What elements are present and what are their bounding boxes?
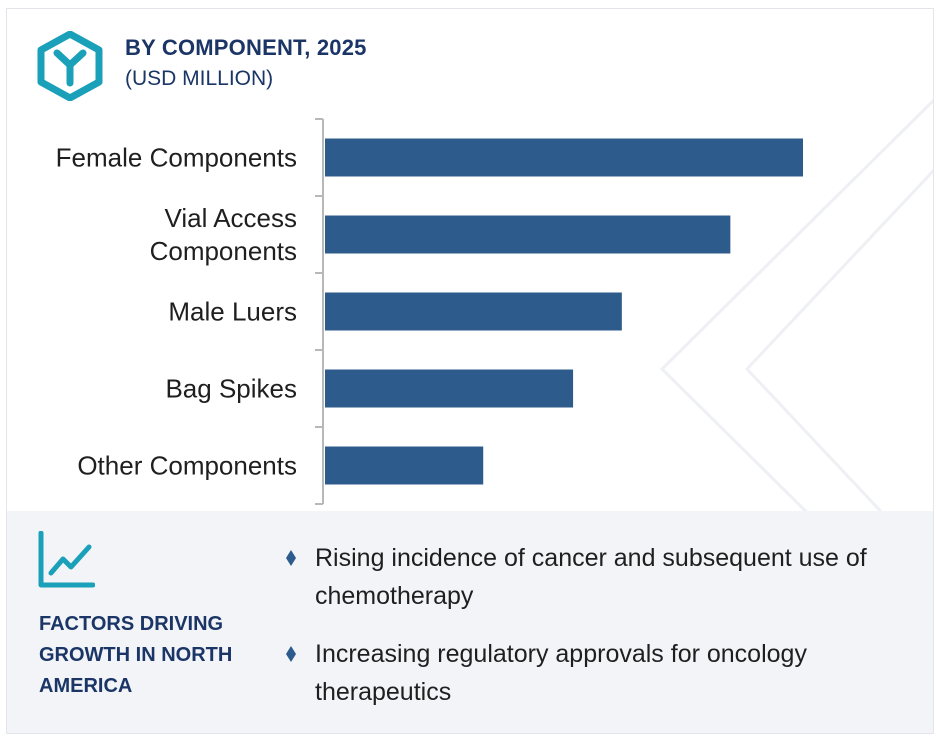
bar — [325, 292, 622, 331]
factor-text: Increasing regulatory approvals for onco… — [315, 640, 807, 706]
bar — [325, 369, 574, 408]
bar — [325, 446, 484, 485]
bar-chart: Female Components Vial Access Components Ma… — [56, 118, 803, 505]
chart-card: BY COMPONENT, 2025 (USD MILLION) Female … — [6, 8, 934, 734]
diamond-bullet-icon — [286, 550, 296, 566]
list-item: Increasing regulatory approvals for onco… — [283, 635, 923, 711]
chart-title: BY COMPONENT, 2025 — [125, 35, 367, 60]
category-label: Bag Spikes — [165, 374, 297, 404]
category-label: Female Components — [56, 143, 297, 173]
chart-subtitle: (USD MILLION) — [125, 67, 274, 90]
category-label: Vial Access Components — [150, 203, 297, 266]
bar — [325, 138, 803, 177]
growth-factors-panel: FACTORS DRIVING GROWTH IN NORTH AMERICA … — [7, 511, 933, 733]
hexagon-y-icon — [37, 31, 103, 101]
bar — [325, 215, 731, 254]
factors-title: FACTORS DRIVING GROWTH IN NORTH AMERICA — [39, 613, 233, 697]
factor-text: Rising incidence of cancer and subsequen… — [315, 544, 867, 610]
list-item: Rising incidence of cancer and subsequen… — [283, 539, 923, 615]
category-label: Other Components — [77, 451, 297, 481]
category-label: Male Luers — [168, 297, 297, 327]
factors-list: Rising incidence of cancer and subsequen… — [283, 539, 923, 731]
diamond-bullet-icon — [286, 646, 296, 662]
trend-line-icon — [38, 531, 95, 588]
